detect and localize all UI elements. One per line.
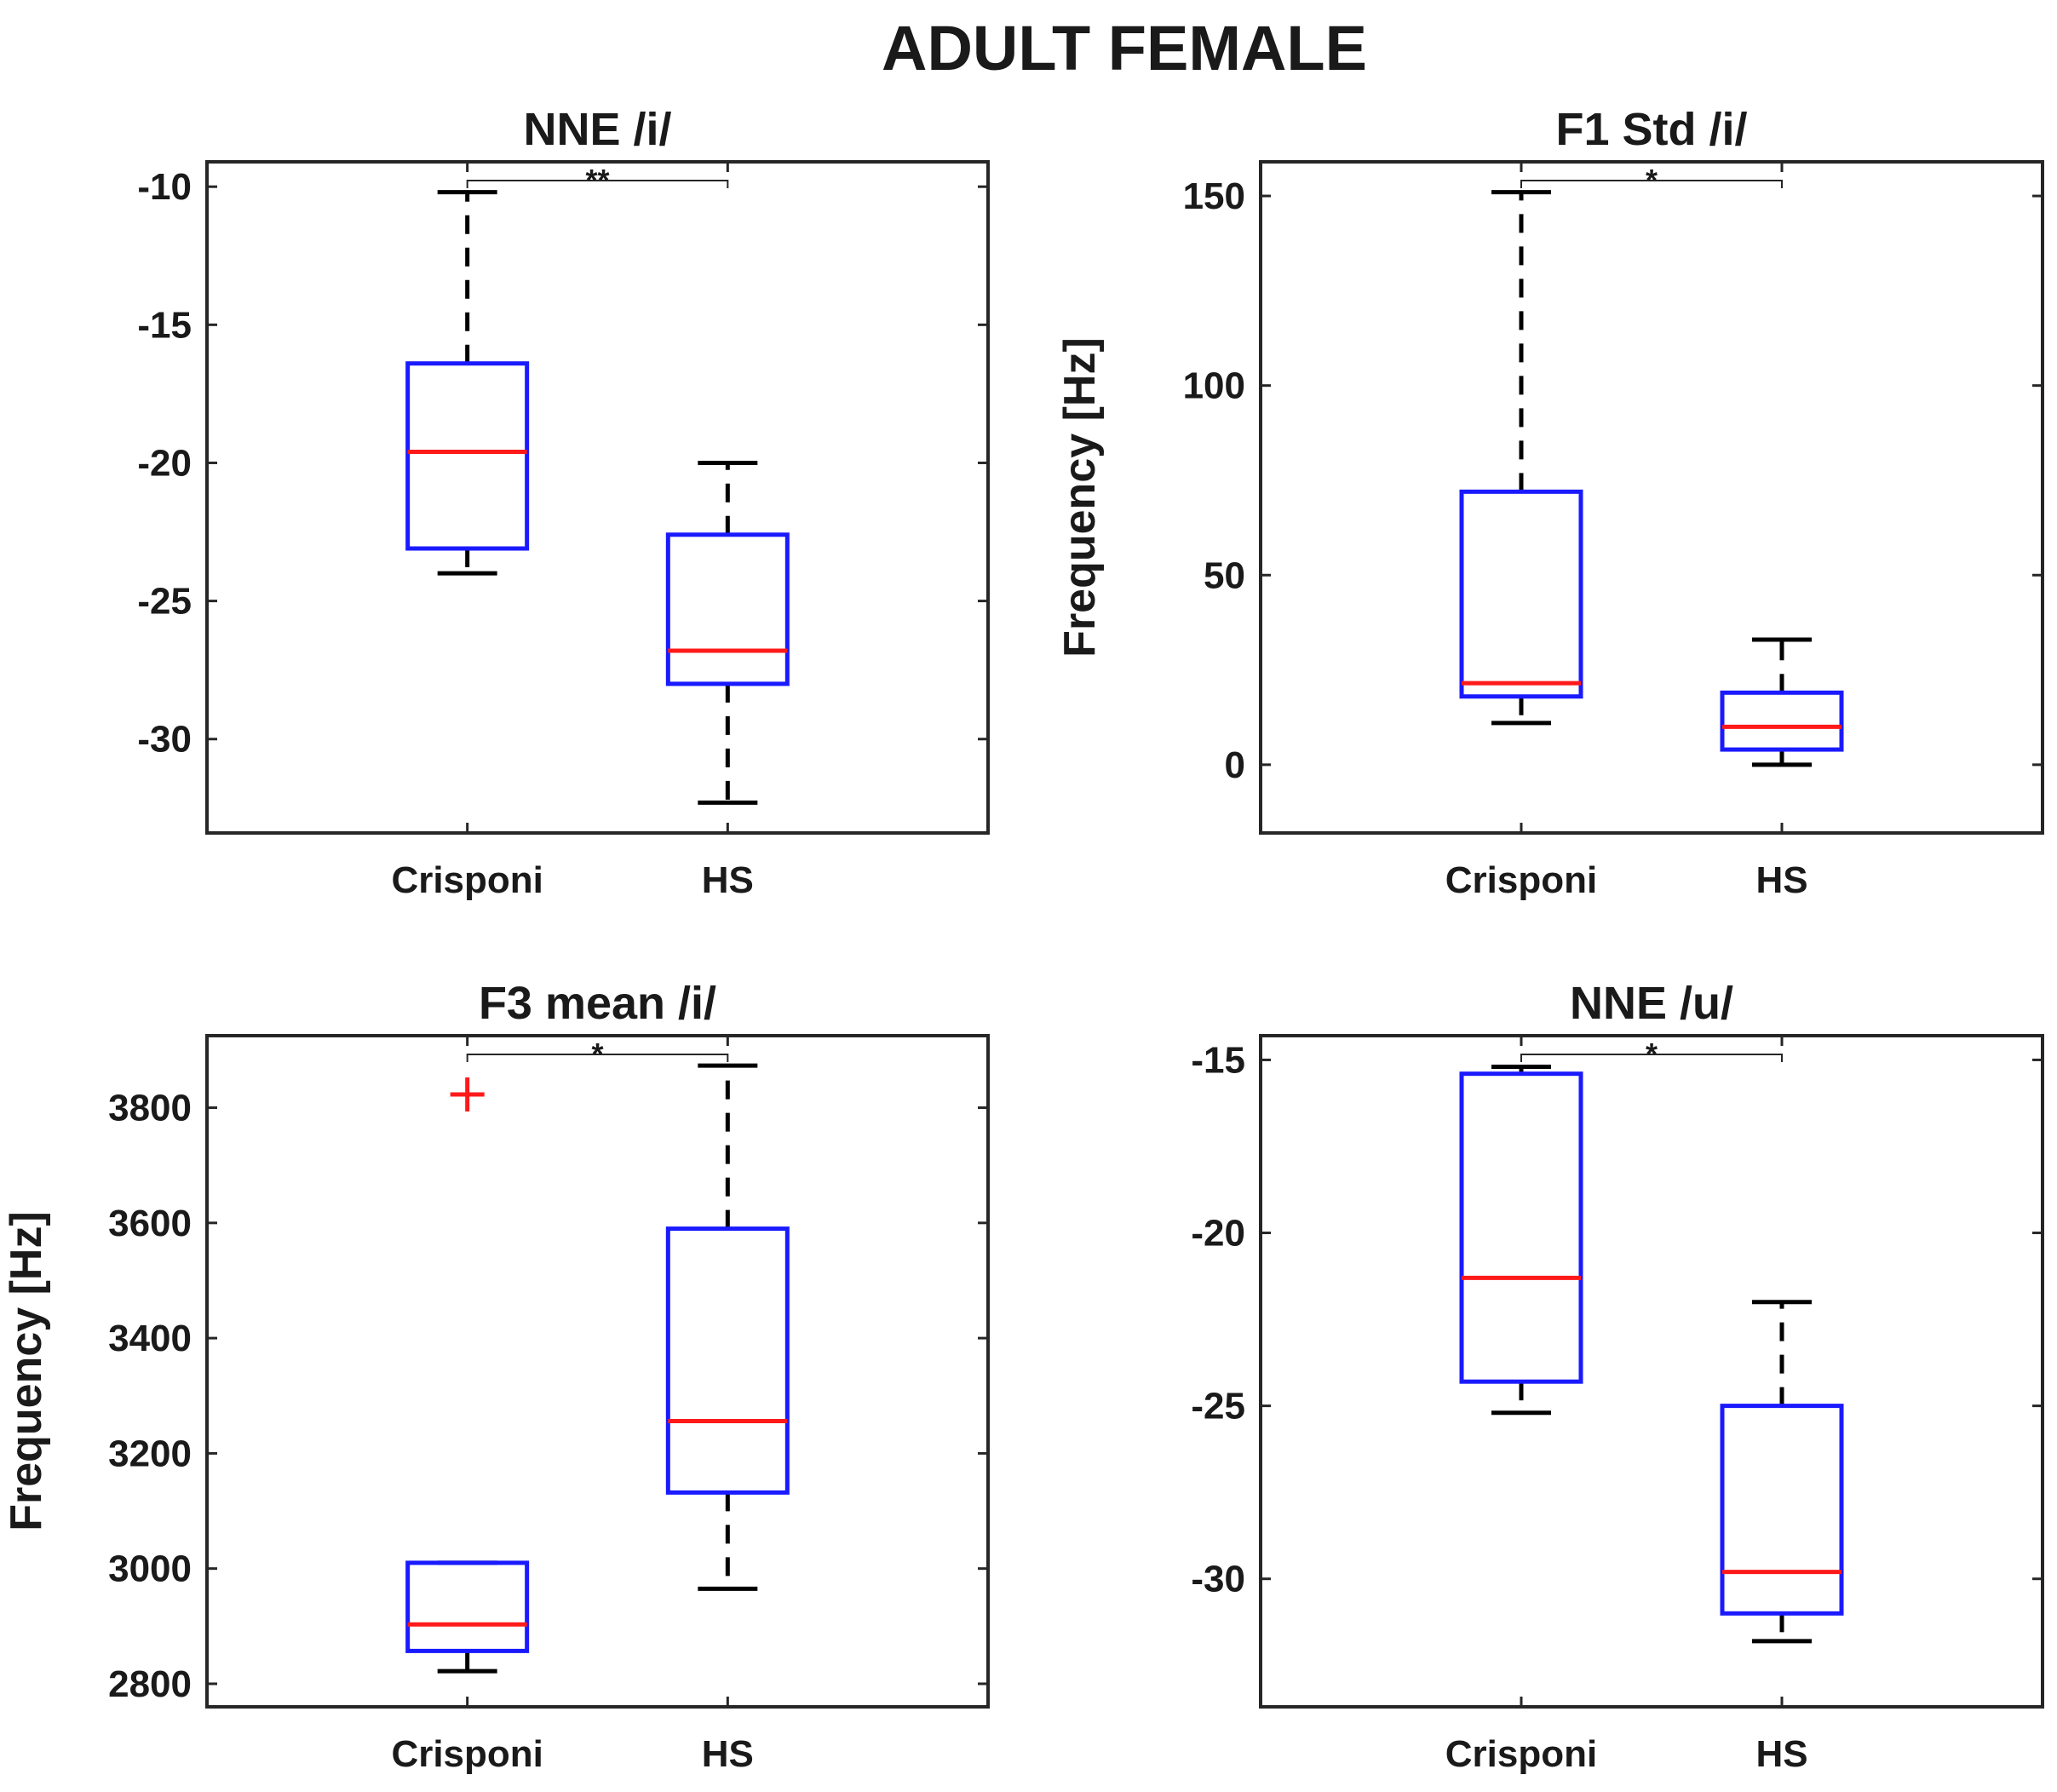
box-iqr [1720, 1404, 1844, 1616]
box-crisponi [1459, 190, 1583, 726]
panel-1: NNE /i/ -30 -25 -20 -15 -10 Crisponi HS ** [137, 104, 990, 901]
x-tick-label: Crisponi [391, 1733, 543, 1775]
box-iqr [1720, 690, 1844, 752]
y-tick-label: 3600 [108, 1203, 192, 1244]
y-tick-label: -20 [1191, 1213, 1245, 1255]
y-tick-label: -30 [137, 719, 192, 761]
significance-label: ** [585, 163, 609, 198]
panel-title: F1 Std /i/ [1555, 104, 1747, 155]
box-iqr [665, 532, 790, 686]
axes-frame [205, 160, 990, 835]
y-axis-label: Frequency [Hz] [1055, 337, 1105, 658]
y-tick-label: 50 [1204, 554, 1245, 596]
significance-bracket [1520, 180, 1783, 188]
box-iqr [1459, 489, 1583, 699]
box-crisponi [405, 190, 530, 576]
box-hs [1720, 1300, 1844, 1644]
panel-4: NNE /u/ -30 -25 -20 -15 Crisponi HS * [1191, 978, 2044, 1775]
y-tick-label: -15 [137, 304, 192, 346]
box-hs [665, 1063, 790, 1591]
axes-frame [205, 1034, 990, 1709]
x-tick-label: Crisponi [1445, 859, 1597, 901]
box-crisponi [405, 1077, 530, 1674]
axes-frame [1259, 1034, 2044, 1709]
y-axis-label: Frequency [Hz] [2, 1211, 51, 1531]
panel-2: F1 Std /i/0 50 100 150 Crisponi HS Frequency [… [1055, 104, 2044, 901]
y-tick-label: -15 [1191, 1039, 1245, 1081]
x-tick-label: HS [702, 859, 754, 901]
significance-label: * [591, 1037, 603, 1071]
y-tick-label: 3200 [108, 1433, 192, 1474]
x-tick-label: Crisponi [391, 859, 543, 901]
significance-bracket [1520, 1054, 1783, 1062]
box-iqr [665, 1226, 790, 1495]
y-tick-label: -20 [137, 442, 192, 484]
significance-label: * [1646, 163, 1658, 198]
panel-title: NNE /u/ [1570, 978, 1733, 1029]
panel-title: NNE /i/ [523, 104, 671, 155]
box-iqr [405, 1560, 530, 1653]
axes-frame [1259, 160, 2044, 835]
y-tick-label: 150 [1183, 175, 1245, 217]
y-tick-label: -25 [1191, 1386, 1245, 1427]
y-tick-label: 2800 [108, 1663, 192, 1705]
panel-title: F3 mean /i/ [479, 978, 716, 1029]
box-crisponi [1459, 1065, 1583, 1416]
x-tick-label: HS [1755, 1733, 1807, 1775]
y-tick-label: -10 [137, 166, 192, 208]
y-tick-label: 0 [1225, 744, 1245, 786]
significance-bracket [466, 180, 729, 188]
x-tick-label: HS [1755, 859, 1807, 901]
significance-label: * [1646, 1037, 1658, 1071]
x-tick-label: Crisponi [1445, 1733, 1597, 1775]
y-tick-label: -30 [1191, 1559, 1245, 1600]
figure-title: ADULT FEMALE [882, 13, 1367, 83]
panel-3: F3 mean /i/2800 3000 3200 3400 3600 3800 Crisp… [2, 978, 990, 1775]
y-tick-label: 100 [1183, 365, 1245, 407]
box-hs [665, 460, 790, 805]
y-tick-label: 3800 [108, 1088, 192, 1129]
x-tick-label: HS [702, 1733, 754, 1775]
outlier-marker [450, 1077, 485, 1111]
y-tick-label: -25 [137, 581, 192, 623]
significance-bracket [466, 1054, 729, 1062]
box-iqr [405, 361, 530, 551]
y-tick-label: 3000 [108, 1548, 192, 1590]
box-iqr [1459, 1071, 1583, 1384]
box-hs [1720, 637, 1844, 767]
y-tick-label: 3400 [108, 1318, 192, 1359]
